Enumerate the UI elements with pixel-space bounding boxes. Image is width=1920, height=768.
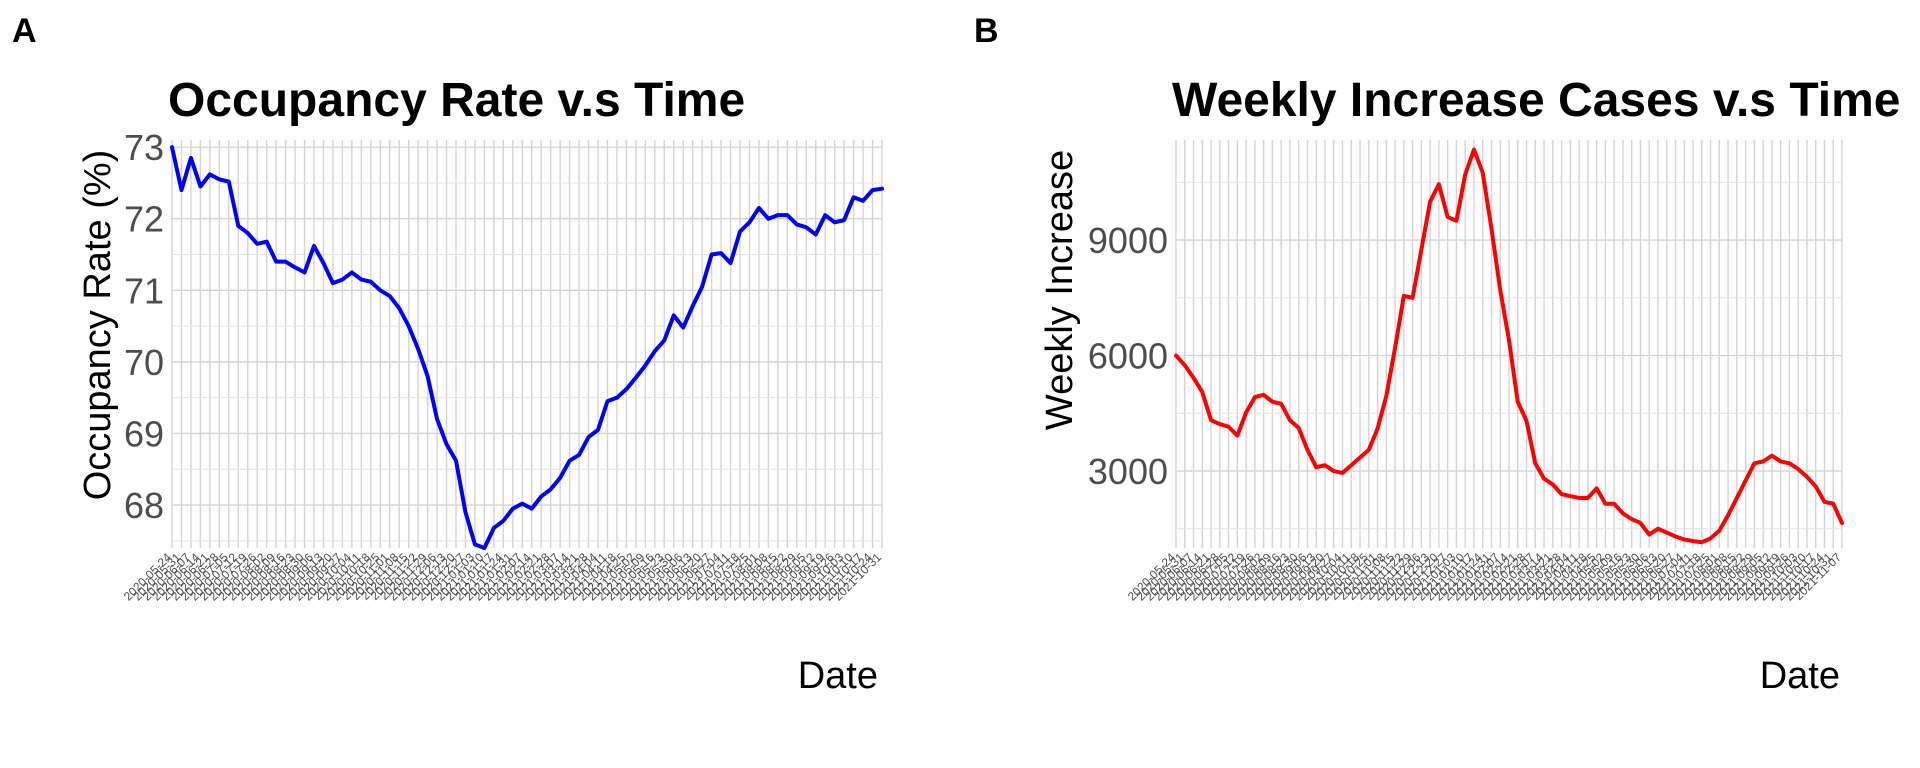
y-tick-label: 9000 — [1088, 220, 1168, 261]
y-tick-label: 6000 — [1088, 336, 1168, 377]
y-tick-label: 73 — [124, 127, 164, 168]
panel-letter-a: A — [12, 12, 37, 50]
panel-b-weekly-increase: B Weekly Increase Cases v.s Time 3000 600… — [974, 12, 1900, 697]
series-line-weekly-increase — [1174, 147, 1844, 545]
panel-a-occupancy-rate: A Occupancy Rate v.s Time 68 69 70 71 72 73 2… — [12, 12, 884, 697]
y-tick-label: 68 — [124, 485, 164, 526]
y-tick-label: 69 — [124, 413, 164, 454]
y-tick-labels-a: 68 69 70 71 72 73 — [124, 127, 164, 526]
x-tick-labels-a: 2020-05-242020-05-312020-06-072020-06-14… — [121, 550, 885, 604]
chart-title-b: Weekly Increase Cases v.s Time — [1172, 74, 1900, 127]
gridlines-a — [171, 140, 883, 548]
y-tick-label: 70 — [124, 342, 164, 383]
y-tick-labels-b: 3000 6000 9000 — [1088, 220, 1168, 492]
panel-letter-b: B — [974, 12, 999, 50]
y-tick-label: 72 — [124, 199, 164, 240]
series-line-occupancy-rate — [170, 145, 884, 550]
x-axis-label-a: Date — [798, 655, 878, 697]
y-tick-label: 71 — [124, 270, 164, 311]
y-tick-label: 3000 — [1088, 451, 1168, 492]
y-axis-label-b: Weekly Increase — [1039, 150, 1081, 430]
chart-title-a: Occupancy Rate v.s Time — [168, 74, 745, 127]
x-axis-label-b: Date — [1760, 655, 1840, 697]
y-axis-label-a: Occupancy Rate (%) — [77, 150, 119, 501]
x-tick-labels-b: 2020-05-242020-05-312020-06-072020-06-14… — [1125, 550, 1845, 604]
